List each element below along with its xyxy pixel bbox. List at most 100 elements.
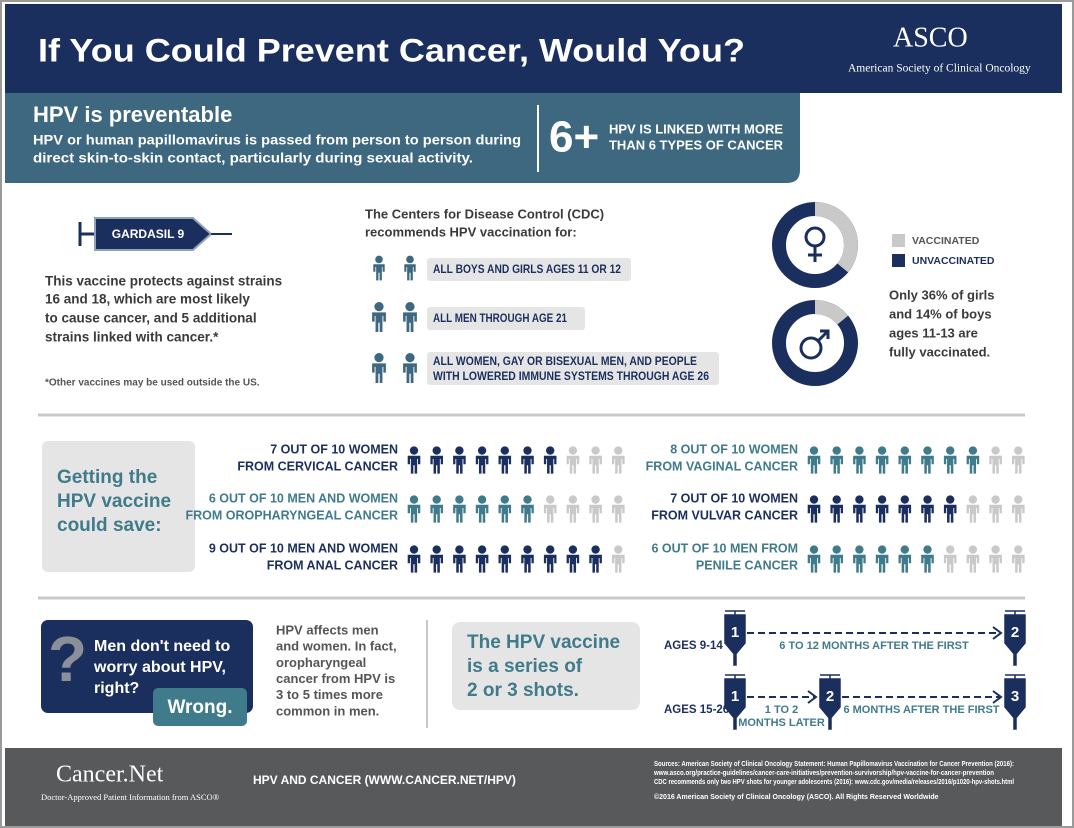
person-icon bbox=[521, 446, 534, 474]
group-box bbox=[427, 258, 631, 281]
saving-label: FROM OROPHARYNGEAL CANCER bbox=[185, 508, 398, 522]
schedule-title: 2 or 3 shots. bbox=[467, 680, 579, 701]
person-icon bbox=[921, 545, 934, 573]
person-icon bbox=[943, 545, 957, 573]
panel-title: HPV is preventable bbox=[33, 102, 232, 127]
body bbox=[543, 504, 557, 523]
group-label: ALL WOMEN, GAY OR BISEXUAL MEN, AND PEOP… bbox=[433, 356, 697, 368]
head bbox=[523, 446, 532, 455]
myth-question: right? bbox=[94, 680, 139, 697]
person-icon bbox=[898, 545, 912, 573]
person-icon bbox=[989, 495, 1002, 523]
person-icon bbox=[1011, 495, 1025, 523]
head bbox=[855, 545, 864, 554]
head bbox=[877, 446, 887, 455]
head bbox=[523, 545, 532, 554]
head bbox=[568, 545, 578, 554]
hpv-panel bbox=[5, 93, 800, 183]
vaccine-name: GARDASIL 9 bbox=[112, 227, 185, 241]
person-icon bbox=[966, 495, 980, 523]
person-icon bbox=[830, 446, 843, 474]
head bbox=[832, 495, 841, 504]
head bbox=[546, 446, 555, 455]
head bbox=[375, 255, 383, 264]
person-icon bbox=[875, 545, 889, 573]
body bbox=[807, 504, 821, 523]
stat-text: THAN 6 TYPES OF CANCER bbox=[609, 137, 784, 152]
person-icon bbox=[475, 545, 489, 573]
head bbox=[946, 495, 955, 504]
source: ©2016 American Society of Clinical Oncol… bbox=[654, 793, 939, 801]
person-icon bbox=[566, 545, 580, 573]
head bbox=[877, 495, 887, 504]
body bbox=[898, 554, 912, 573]
saving-label: FROM VAGINAL CANCER bbox=[646, 459, 798, 473]
body bbox=[1011, 455, 1025, 474]
body bbox=[611, 504, 625, 523]
savings-box bbox=[42, 441, 195, 572]
head bbox=[568, 446, 578, 455]
panel-text: direct skin-to-skin contact, particularl… bbox=[33, 151, 473, 166]
body bbox=[989, 455, 1002, 474]
body bbox=[830, 554, 843, 573]
body bbox=[543, 554, 557, 573]
saving-label: 6 OUT OF 10 MEN FROM bbox=[651, 541, 798, 555]
person-icon bbox=[521, 545, 534, 573]
saving-label: PENILE CANCER bbox=[696, 558, 798, 572]
person-icon bbox=[521, 495, 534, 523]
body bbox=[830, 455, 843, 474]
head bbox=[409, 545, 419, 554]
person-icon bbox=[403, 353, 417, 383]
saving-label: 9 OUT OF 10 MEN AND WOMEN bbox=[209, 541, 398, 555]
rates-text: fully vaccinated. bbox=[889, 344, 990, 359]
body bbox=[407, 554, 421, 573]
head bbox=[477, 545, 487, 554]
body bbox=[943, 455, 957, 474]
head bbox=[409, 446, 419, 455]
head bbox=[877, 545, 887, 554]
head bbox=[500, 545, 509, 554]
head bbox=[591, 495, 600, 504]
head bbox=[900, 446, 909, 455]
stat: 6+ bbox=[549, 113, 599, 162]
body bbox=[521, 455, 534, 474]
head bbox=[591, 446, 600, 455]
person-icon bbox=[989, 446, 1002, 474]
person-icon bbox=[989, 545, 1002, 573]
head bbox=[946, 446, 955, 455]
shot-syringe bbox=[1004, 674, 1026, 730]
shot-number: 2 bbox=[1011, 624, 1019, 641]
person-icon bbox=[966, 446, 980, 474]
head bbox=[614, 545, 623, 554]
body bbox=[1011, 554, 1025, 573]
head bbox=[546, 495, 555, 504]
head bbox=[523, 495, 532, 504]
arrow-head bbox=[992, 690, 1003, 704]
body bbox=[430, 554, 443, 573]
person-icon bbox=[830, 545, 843, 573]
body bbox=[453, 455, 466, 474]
head bbox=[900, 545, 909, 554]
header-bg bbox=[5, 4, 1062, 93]
shot-number: 3 bbox=[1011, 688, 1019, 705]
head bbox=[855, 446, 864, 455]
footnote: *Other vaccines may be used outside the … bbox=[45, 378, 260, 389]
body bbox=[611, 455, 625, 474]
head bbox=[500, 446, 509, 455]
myth-text: HPV affects men bbox=[276, 622, 379, 637]
person-icon bbox=[407, 545, 421, 573]
body bbox=[611, 554, 625, 573]
donut-arc bbox=[772, 300, 858, 386]
person-icon bbox=[475, 495, 489, 523]
body bbox=[921, 504, 934, 523]
person-icon bbox=[921, 446, 934, 474]
body bbox=[943, 554, 957, 573]
saving-label: FROM ANAL CANCER bbox=[267, 558, 398, 572]
interval-label: MONTHS LATER bbox=[738, 717, 825, 729]
head bbox=[409, 495, 419, 504]
head bbox=[568, 495, 578, 504]
person-icon bbox=[543, 495, 557, 523]
head bbox=[923, 495, 932, 504]
legend-label: UNVACCINATED bbox=[912, 255, 995, 267]
person-icon bbox=[921, 495, 934, 523]
